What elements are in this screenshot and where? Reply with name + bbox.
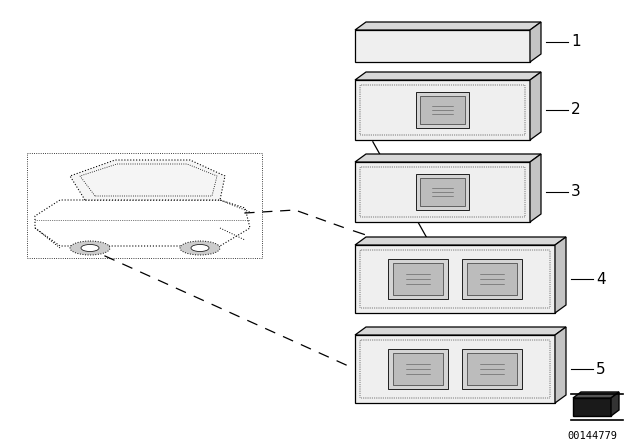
Polygon shape <box>35 200 250 246</box>
Text: 3: 3 <box>571 185 580 199</box>
Polygon shape <box>355 335 555 403</box>
Ellipse shape <box>180 241 220 255</box>
Ellipse shape <box>70 241 110 255</box>
Text: 2: 2 <box>571 103 580 117</box>
Polygon shape <box>355 327 566 335</box>
Polygon shape <box>573 398 611 416</box>
Polygon shape <box>555 327 566 403</box>
Polygon shape <box>355 72 541 80</box>
Polygon shape <box>555 237 566 313</box>
Polygon shape <box>467 353 517 384</box>
Polygon shape <box>70 160 225 200</box>
Text: 5: 5 <box>596 362 605 376</box>
Polygon shape <box>467 263 517 295</box>
Ellipse shape <box>191 245 209 251</box>
Polygon shape <box>355 22 541 30</box>
Polygon shape <box>462 258 522 299</box>
Polygon shape <box>393 263 443 295</box>
Polygon shape <box>355 30 530 62</box>
Text: 00144779: 00144779 <box>567 431 617 441</box>
Polygon shape <box>420 96 465 124</box>
Polygon shape <box>388 349 448 389</box>
Polygon shape <box>355 245 555 313</box>
Text: 4: 4 <box>596 271 605 287</box>
Polygon shape <box>416 174 468 210</box>
Polygon shape <box>420 178 465 206</box>
Polygon shape <box>462 349 522 389</box>
Polygon shape <box>355 237 566 245</box>
Polygon shape <box>611 392 619 416</box>
Polygon shape <box>355 154 541 162</box>
Polygon shape <box>530 22 541 62</box>
Polygon shape <box>530 72 541 140</box>
Polygon shape <box>530 154 541 222</box>
Polygon shape <box>388 258 448 299</box>
Polygon shape <box>416 92 468 128</box>
Polygon shape <box>573 392 619 398</box>
Polygon shape <box>355 162 530 222</box>
Polygon shape <box>393 353 443 384</box>
Text: 1: 1 <box>571 34 580 49</box>
Polygon shape <box>355 80 530 140</box>
Ellipse shape <box>81 245 99 251</box>
